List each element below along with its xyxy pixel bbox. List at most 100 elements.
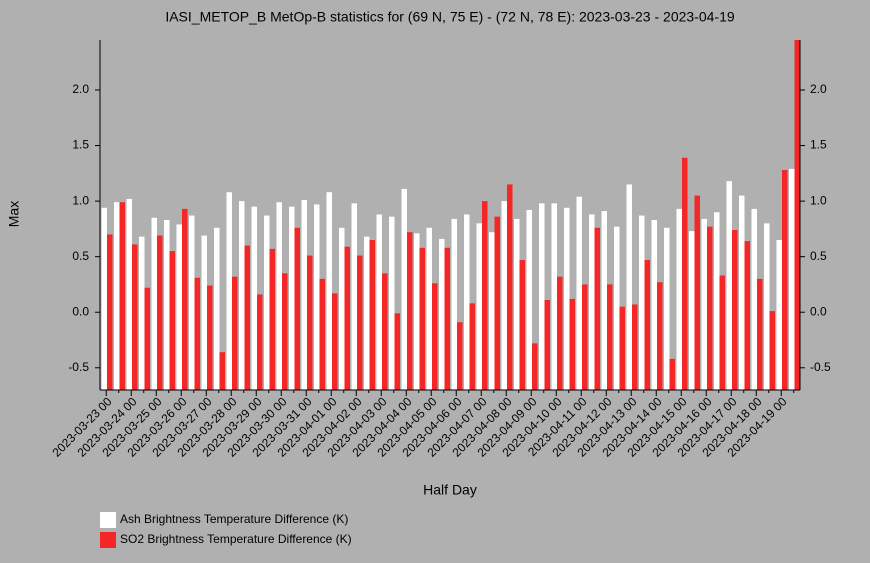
bar [444, 247, 450, 390]
bar [289, 206, 295, 390]
bar [582, 284, 588, 390]
bar [539, 203, 545, 390]
bar [107, 234, 113, 390]
bar [101, 207, 107, 390]
y2-tick-label: -0.5 [810, 360, 831, 374]
bar [619, 306, 625, 390]
bar [564, 207, 570, 390]
bar [457, 322, 463, 390]
bar [776, 240, 782, 390]
bar [394, 313, 400, 390]
bar [432, 283, 438, 390]
bar [264, 215, 270, 390]
bar [794, 40, 800, 390]
legend-swatch [100, 512, 116, 528]
bar [376, 214, 382, 390]
bar [476, 223, 482, 390]
bar [707, 226, 713, 390]
bar [789, 168, 795, 390]
bar [257, 294, 263, 390]
bar [232, 276, 238, 390]
bar [382, 273, 388, 390]
bar [482, 201, 488, 390]
y-tick-label: -0.5 [68, 360, 89, 374]
y-tick-label: 1.0 [72, 193, 89, 207]
bar [782, 170, 788, 390]
chart-title: IASI_METOP_B MetOp-B statistics for (69 … [165, 9, 735, 25]
y-tick-label: 2.0 [72, 82, 89, 96]
legend-swatch [100, 532, 116, 548]
bar [644, 260, 650, 390]
legend-label: Ash Brightness Temperature Difference (K… [120, 512, 348, 526]
bar [326, 192, 332, 390]
bar [701, 218, 707, 390]
bar [369, 240, 375, 390]
bar [176, 224, 182, 390]
bar [439, 238, 445, 390]
bar [339, 227, 345, 390]
bar [639, 215, 645, 390]
y2-tick-label: 0.0 [810, 304, 827, 318]
bar [757, 278, 763, 390]
bar [276, 202, 282, 390]
bar [519, 260, 525, 390]
bar [294, 227, 300, 390]
bar [244, 245, 250, 390]
bar [214, 227, 220, 390]
bar [364, 236, 370, 390]
bar [751, 208, 757, 390]
bar [632, 304, 638, 390]
bar [189, 215, 195, 390]
bar [426, 227, 432, 390]
bar [419, 247, 425, 390]
y2-tick-label: 1.5 [810, 138, 827, 152]
bar [114, 202, 120, 390]
bar [626, 184, 632, 390]
y-tick-label: 1.5 [72, 138, 89, 152]
bar [489, 232, 495, 390]
bar [607, 284, 613, 390]
bar [694, 195, 700, 390]
bar [164, 220, 170, 390]
bar [526, 210, 532, 390]
bar [269, 248, 275, 390]
bar [201, 235, 207, 390]
bar [139, 236, 145, 390]
bar [576, 196, 582, 390]
bar [739, 195, 745, 390]
bar [144, 287, 150, 390]
bar [314, 204, 320, 390]
bar [407, 232, 413, 390]
bar [301, 200, 307, 390]
bar [182, 208, 188, 390]
y-tick-label: 0.5 [72, 249, 89, 263]
bar [594, 227, 600, 390]
bar [501, 201, 507, 390]
bar [344, 246, 350, 390]
bar [226, 192, 232, 390]
bar [389, 216, 395, 390]
bar [651, 220, 657, 390]
bar [601, 211, 607, 390]
y2-tick-label: 1.0 [810, 193, 827, 207]
bar [157, 235, 163, 390]
bar [207, 285, 213, 390]
bar [401, 188, 407, 390]
bar [282, 273, 288, 390]
bar [194, 277, 200, 390]
bar [769, 311, 775, 390]
bar [719, 275, 725, 390]
bar [219, 352, 225, 390]
bar [664, 227, 670, 390]
bar [669, 358, 675, 390]
bar [532, 343, 538, 390]
bar [357, 255, 363, 390]
bar [589, 214, 595, 390]
bar [744, 241, 750, 390]
bar [657, 282, 663, 390]
bar [239, 201, 245, 390]
bar [682, 157, 688, 390]
bar [469, 303, 475, 390]
bar [714, 212, 720, 390]
